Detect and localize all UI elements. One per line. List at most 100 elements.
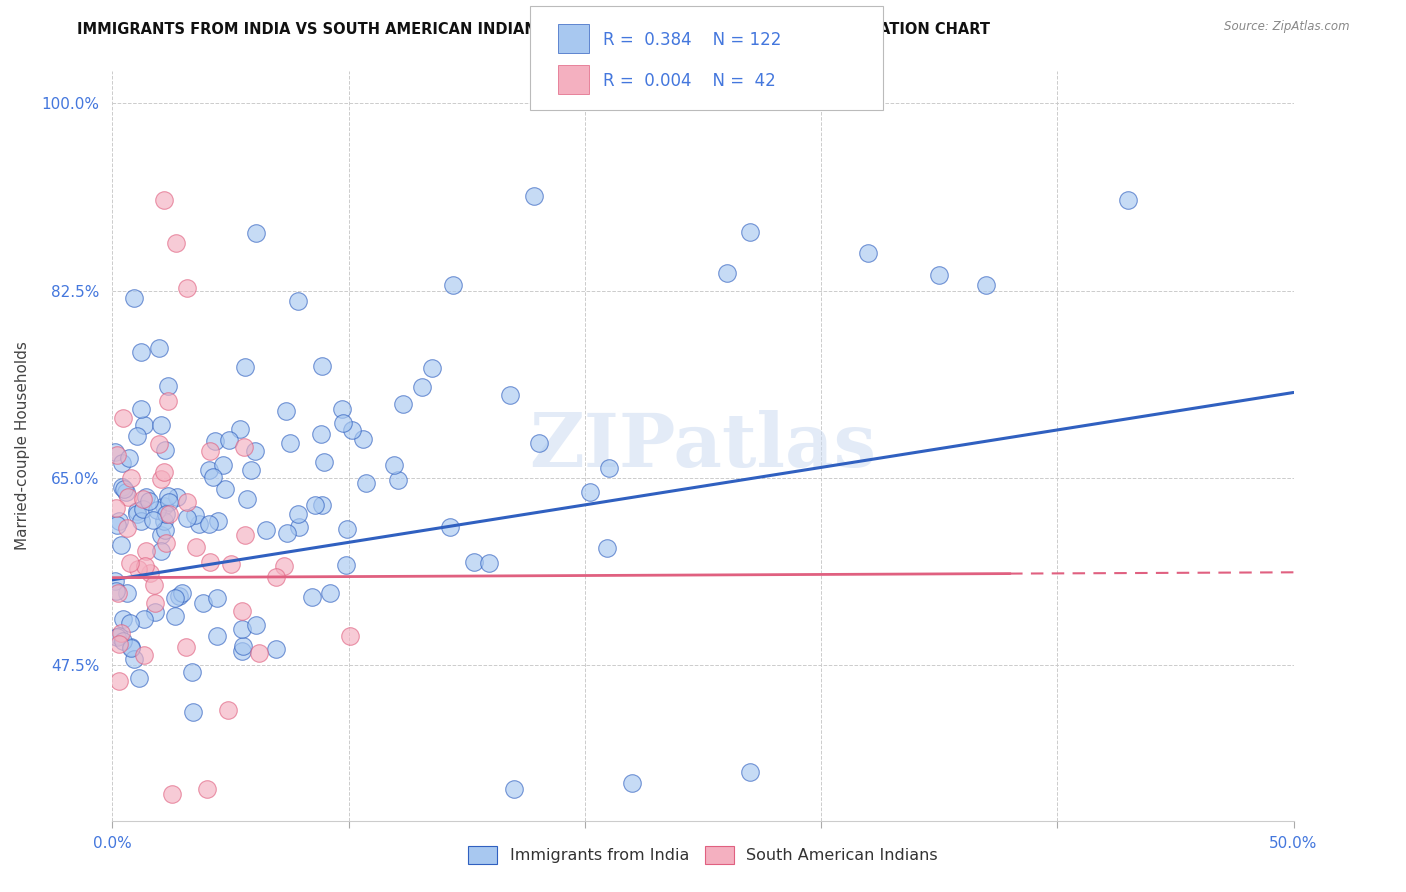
Point — [108, 674, 131, 689]
Point — [335, 558, 357, 573]
Point — [111, 456, 134, 470]
Point — [114, 485, 136, 500]
Point — [217, 703, 239, 717]
Point — [716, 266, 738, 280]
Point — [579, 485, 602, 500]
Point — [231, 622, 253, 636]
Point — [143, 596, 166, 610]
Point — [176, 495, 198, 509]
Text: Source: ZipAtlas.com: Source: ZipAtlas.com — [1225, 20, 1350, 33]
Point — [115, 521, 138, 535]
Point — [264, 641, 287, 656]
Point — [125, 504, 148, 518]
Point — [157, 507, 180, 521]
Point — [111, 480, 134, 494]
Point — [181, 705, 204, 719]
Point — [276, 526, 298, 541]
Point — [441, 278, 464, 293]
Point — [150, 544, 173, 558]
Point — [120, 640, 142, 655]
Point — [219, 558, 242, 572]
Point — [247, 646, 270, 660]
Point — [132, 612, 155, 626]
Point — [336, 522, 359, 536]
Point — [134, 558, 156, 573]
Point — [463, 555, 485, 569]
Point — [287, 508, 309, 522]
Point — [135, 490, 157, 504]
Point — [928, 268, 950, 282]
Point — [129, 514, 152, 528]
Point — [976, 278, 998, 293]
Point — [149, 472, 172, 486]
Point — [167, 589, 190, 603]
Point — [439, 520, 461, 534]
Point — [503, 781, 526, 796]
Y-axis label: Married-couple Households: Married-couple Households — [15, 342, 30, 550]
Point — [339, 628, 361, 642]
Point — [110, 538, 132, 552]
Point — [340, 423, 363, 437]
Point — [131, 491, 153, 506]
Point — [108, 628, 131, 642]
Point — [231, 604, 253, 618]
Point — [233, 528, 256, 542]
Point — [311, 359, 333, 373]
Point — [301, 590, 323, 604]
Point — [207, 514, 229, 528]
Point — [108, 514, 131, 528]
Point — [354, 475, 377, 490]
Point — [165, 235, 187, 250]
Point — [155, 523, 177, 537]
Point — [598, 460, 620, 475]
Point — [165, 608, 187, 623]
Point — [411, 380, 433, 394]
Point — [245, 226, 267, 240]
Point — [387, 473, 409, 487]
Point — [153, 193, 176, 207]
Point — [166, 490, 188, 504]
Point — [107, 630, 129, 644]
Point — [621, 776, 644, 790]
Point — [110, 626, 132, 640]
Text: ZIPatlas: ZIPatlas — [530, 409, 876, 483]
Point — [233, 359, 256, 374]
Point — [139, 566, 162, 580]
Point — [204, 434, 226, 448]
Point — [239, 463, 262, 477]
Point — [148, 342, 170, 356]
Point — [142, 512, 165, 526]
Point — [352, 432, 374, 446]
Point — [176, 281, 198, 295]
Point — [125, 508, 148, 522]
Point — [232, 440, 254, 454]
Point — [235, 491, 257, 506]
Point — [288, 519, 311, 533]
Point — [278, 436, 301, 450]
Point — [174, 640, 197, 654]
Point — [212, 458, 235, 473]
Point — [149, 418, 172, 433]
Point — [138, 493, 160, 508]
Point — [104, 501, 127, 516]
Point — [107, 586, 129, 600]
Point — [312, 455, 335, 469]
Point — [112, 482, 135, 496]
Text: R =  0.384    N = 122: R = 0.384 N = 122 — [603, 31, 782, 49]
Point — [273, 559, 295, 574]
Point — [112, 411, 135, 425]
Point — [122, 651, 145, 665]
Point — [478, 556, 501, 570]
Point — [214, 483, 236, 497]
Point — [198, 444, 221, 458]
Point — [499, 387, 522, 401]
Point — [311, 427, 333, 442]
Point — [129, 345, 152, 359]
Point — [176, 511, 198, 525]
Point — [287, 293, 309, 308]
Point — [332, 416, 354, 430]
Point — [523, 189, 546, 203]
Point — [740, 765, 762, 780]
Point — [112, 633, 135, 648]
Point — [131, 402, 153, 417]
